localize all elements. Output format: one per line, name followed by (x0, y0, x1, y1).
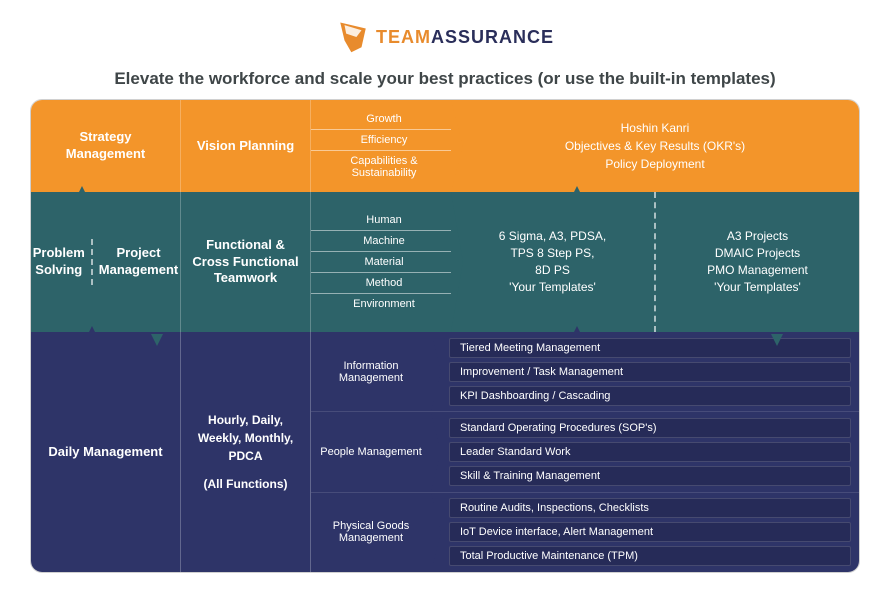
cell-ps-methods: 6 Sigma, A3, PDSA,TPS 8 Step PS,8D PS'Yo… (451, 192, 859, 332)
framework-chart: Strategy Management Vision Planning Grow… (30, 99, 860, 573)
logo-text: TEAMASSURANCE (376, 27, 554, 48)
cell-strategy-pillars: GrowthEfficiencyCapabilities & Sustainab… (311, 100, 451, 192)
mgmt-group-label: Information Management (311, 332, 431, 411)
cell-daily-mgmt: Daily Management (31, 332, 181, 572)
arrow-down-icon (771, 334, 783, 346)
cell-daily-detail: Information ManagementTiered Meeting Man… (311, 332, 859, 572)
row-strategy: Strategy Management Vision Planning Grow… (31, 100, 859, 192)
mgmt-group: People ManagementStandard Operating Proc… (311, 411, 859, 491)
arrow-up-icon (86, 326, 98, 338)
cell-functional-teamwork: Functional & Cross Functional Teamwork (181, 192, 311, 332)
cell-5m: HumanMachineMaterialMethodEnvironment (311, 192, 451, 332)
mgmt-group-label: People Management (311, 412, 431, 491)
cell-problem-project: Problem Solving Project Management (31, 192, 181, 332)
mgmt-group: Physical Goods ManagementRoutine Audits,… (311, 492, 859, 572)
cell-strategy-mgmt: Strategy Management (31, 100, 181, 192)
row-problem-project: Problem Solving Project Management Funct… (31, 192, 859, 332)
cell-vision-planning: Vision Planning (181, 100, 311, 192)
mgmt-group-label: Physical Goods Management (311, 493, 431, 572)
logo-icon (336, 20, 370, 54)
arrow-down-icon (151, 334, 163, 346)
cell-strategy-methods: Hoshin KanriObjectives & Key Results (OK… (451, 100, 859, 192)
arrow-up-icon (571, 326, 583, 338)
headline: Elevate the workforce and scale your bes… (30, 69, 860, 89)
cell-cadence: Hourly, Daily, Weekly, Monthly, PDCA (Al… (181, 332, 311, 572)
brand-logo: TEAMASSURANCE (30, 20, 860, 57)
row-daily-mgmt: Daily Management Hourly, Daily, Weekly, … (31, 332, 859, 572)
